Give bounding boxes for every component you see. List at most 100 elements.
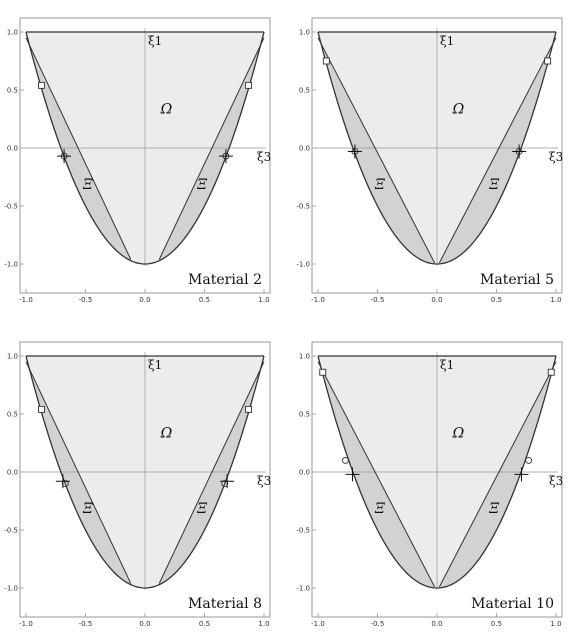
y-tick-label: -0.5	[4, 203, 18, 211]
xi-region-label: Ξ	[374, 501, 385, 517]
y-tick-label: 0.0	[299, 469, 310, 477]
inner-boundary-left	[317, 37, 436, 264]
parabola-boundary	[317, 355, 557, 589]
inner-boundary-right	[438, 37, 557, 264]
circle-marker	[61, 480, 69, 488]
y-tick-label: 1.0	[299, 353, 310, 361]
plus-marker	[345, 467, 360, 482]
x-tick-label: 0.5	[491, 296, 502, 304]
square-marker	[245, 81, 252, 89]
xi-region-label: Ξ	[488, 177, 499, 193]
x-tick-label: 0.0	[139, 296, 150, 304]
inner-boundary-right	[158, 361, 265, 584]
plus-marker	[55, 474, 70, 489]
xi-region-label: Ξ	[82, 501, 93, 517]
parabola-boundary	[25, 31, 265, 265]
y-tick-label: 0.0	[7, 469, 18, 477]
x-tick-label: 0.0	[431, 620, 442, 628]
x-tick-label: -1.0	[19, 296, 33, 304]
x-tick-label: 0.0	[139, 620, 150, 628]
plus-marker	[57, 149, 72, 164]
plus-marker	[220, 474, 235, 489]
y-tick-label: 0.5	[299, 87, 310, 95]
circle-marker	[221, 480, 229, 488]
plus-marker	[512, 144, 527, 159]
x-tick-label: -0.5	[79, 296, 93, 304]
x-tick-label: -1.0	[311, 620, 325, 628]
y-tick-label: 0.5	[7, 411, 18, 419]
y-tick-label: -1.0	[4, 585, 18, 593]
circle-marker	[525, 456, 533, 464]
omega-region-label: Ω	[452, 102, 465, 118]
chart-panel: -1.0 -0.5 0.0 0.5 1.0 1.0 0.5 0.0 -0.5 -1.0 ξ1 ξ3 Ω Ξ…	[4, 17, 271, 304]
chart-panel: -1.0 -0.5 0.0 0.5 1.0 1.0 0.5 0.0 -0.5 -1.0 ξ1 ξ3 Ω Ξ…	[4, 341, 271, 628]
plus-marker	[218, 149, 233, 164]
square-marker	[38, 81, 45, 89]
y-tick-label: 0.0	[299, 145, 310, 153]
panel-label: Material 10	[471, 596, 554, 612]
y-tick-label: -0.5	[296, 527, 310, 535]
panel-label: Material 2	[188, 272, 262, 288]
square-marker	[319, 368, 327, 376]
plus-marker	[514, 467, 529, 482]
panel-label: Material 8	[188, 596, 262, 612]
y-tick-label: -1.0	[296, 261, 310, 269]
omega-region-label: Ω	[160, 426, 173, 442]
circle-marker	[341, 456, 349, 464]
x-tick-label: -0.5	[79, 620, 93, 628]
xi-region-label: Ξ	[196, 501, 207, 517]
y-tick-label: 1.0	[299, 29, 310, 37]
vertical-axis-label: ξ1	[148, 34, 162, 48]
x-tick-label: 1.0	[258, 620, 269, 628]
x-tick-label: -1.0	[311, 296, 325, 304]
square-marker	[547, 368, 555, 376]
y-tick-label: -0.5	[296, 203, 310, 211]
x-tick-label: -0.5	[371, 620, 385, 628]
square-marker	[245, 405, 252, 413]
horizontal-axis-label: ξ3	[549, 474, 563, 488]
chart-panel: -1.0 -0.5 0.0 0.5 1.0 1.0 0.5 0.0 -0.5 -1.0 ξ1 ξ3 Ω Ξ…	[296, 17, 563, 304]
y-tick-label: 0.5	[7, 87, 18, 95]
y-tick-label: 0.5	[299, 411, 310, 419]
square-marker	[322, 57, 330, 65]
y-tick-label: -1.0	[4, 261, 18, 269]
omega-region-label: Ω	[160, 102, 173, 118]
x-tick-label: -0.5	[371, 296, 385, 304]
y-tick-label: 0.0	[7, 145, 18, 153]
y-tick-label: -1.0	[296, 585, 310, 593]
square-marker	[544, 57, 552, 65]
xi-region-label: Ξ	[82, 177, 93, 193]
horizontal-axis-label: ξ3	[257, 150, 271, 164]
x-tick-label: 1.0	[550, 296, 561, 304]
omega-region-label: Ω	[452, 426, 465, 442]
square-marker	[38, 405, 45, 413]
vertical-axis-label: ξ1	[440, 358, 454, 372]
y-tick-label: 1.0	[7, 353, 18, 361]
horizontal-axis-label: ξ3	[549, 150, 563, 164]
xi-region-label: Ξ	[488, 501, 499, 517]
panel-label: Material 5	[480, 272, 554, 288]
horizontal-axis-label: ξ3	[257, 474, 271, 488]
plus-marker	[347, 144, 362, 159]
inner-boundary-left	[25, 361, 132, 584]
y-tick-label: 1.0	[7, 29, 18, 37]
xi-region-label: Ξ	[374, 177, 385, 193]
x-tick-label: 0.5	[491, 620, 502, 628]
chart-panel: -1.0 -0.5 0.0 0.5 1.0 1.0 0.5 0.0 -0.5 -1.0 ξ1 ξ3 Ω Ξ…	[296, 341, 563, 628]
xi-region-label: Ξ	[196, 177, 207, 193]
vertical-axis-label: ξ1	[440, 34, 454, 48]
y-tick-label: -0.5	[4, 527, 18, 535]
inner-boundary-right	[158, 37, 265, 260]
x-tick-label: 1.0	[550, 620, 561, 628]
x-tick-label: 0.5	[199, 620, 210, 628]
x-tick-label: 0.0	[431, 296, 442, 304]
vertical-axis-label: ξ1	[148, 358, 162, 372]
x-tick-label: 0.5	[199, 296, 210, 304]
parabola-boundary	[25, 355, 265, 589]
inner-boundary-left	[25, 37, 132, 260]
inner-boundary-left	[317, 361, 436, 588]
x-tick-label: -1.0	[19, 620, 33, 628]
inner-boundary-right	[438, 361, 557, 588]
x-tick-label: 1.0	[258, 296, 269, 304]
